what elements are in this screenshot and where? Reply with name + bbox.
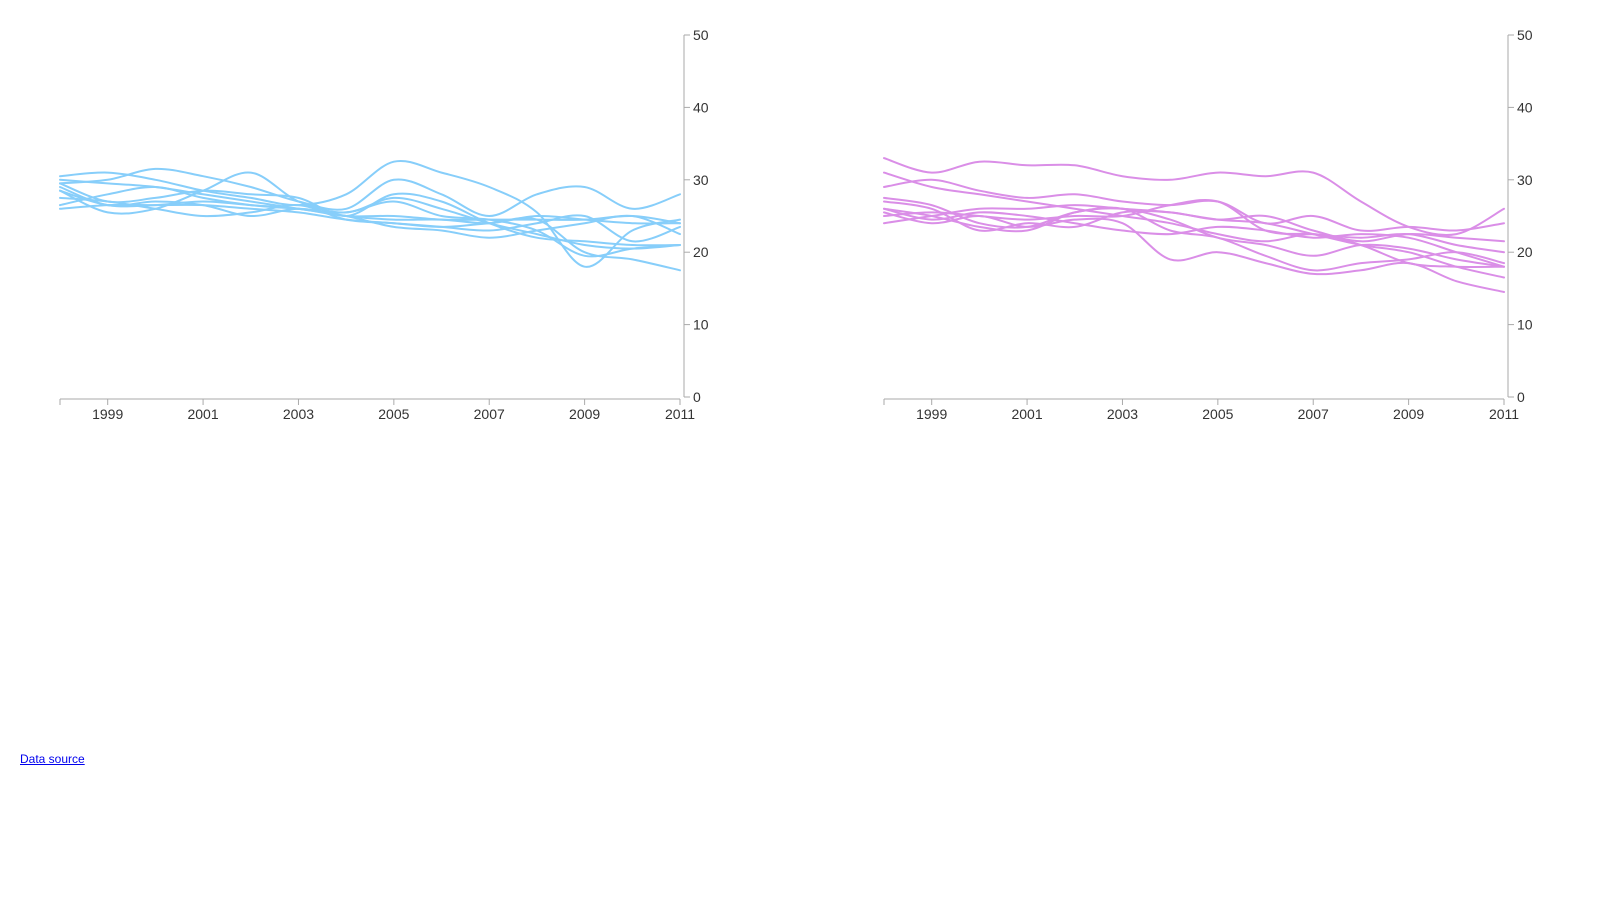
y-tick-label: 0	[693, 389, 701, 405]
series-line-8	[59, 203, 681, 272]
series-line-9	[883, 198, 1505, 254]
series-line-10	[59, 189, 681, 225]
x-tick-label: 2007	[474, 406, 505, 422]
y-tick-label: 30	[1517, 172, 1533, 188]
x-tick-label: 2011	[1489, 406, 1519, 422]
series-line-1	[883, 157, 1505, 236]
series-line-4	[59, 171, 681, 250]
y-tick-label: 0	[1517, 389, 1525, 405]
x-tick-label: 2009	[1393, 406, 1424, 422]
y-tick-label: 20	[693, 244, 709, 260]
x-tick-label: 1999	[92, 406, 123, 422]
series-line-1	[59, 159, 681, 268]
y-tick-label: 20	[1517, 244, 1533, 260]
series-line-2	[883, 178, 1505, 232]
x-tick-label: 2003	[283, 406, 314, 422]
y-tick-label: 50	[693, 27, 709, 43]
x-tick-label: 2011	[665, 406, 695, 422]
y-tick-label: 40	[693, 99, 709, 115]
x-tick-label: 2001	[187, 406, 218, 422]
x-tick-label: 2003	[1107, 406, 1138, 422]
series-line-4	[883, 196, 1505, 272]
y-tick-label: 10	[1517, 317, 1533, 333]
x-tick-label: 2005	[1202, 406, 1233, 422]
series-line-5	[883, 207, 1505, 268]
x-tick-label: 2009	[569, 406, 600, 422]
series-line-2	[59, 167, 681, 217]
y-tick-label: 10	[693, 317, 709, 333]
x-tick-label: 1999	[916, 406, 947, 422]
series-line-9	[59, 182, 681, 247]
y-tick-label: 40	[1517, 99, 1533, 115]
y-tick-label: 50	[1517, 27, 1533, 43]
x-tick-label: 2007	[1298, 406, 1329, 422]
series-line-10	[883, 207, 1505, 268]
x-tick-label: 2001	[1011, 406, 1042, 422]
x-tick-label: 2005	[378, 406, 409, 422]
y-tick-label: 30	[693, 172, 709, 188]
data-source-link[interactable]: Data source	[20, 752, 85, 766]
series-line-8	[883, 200, 1505, 243]
